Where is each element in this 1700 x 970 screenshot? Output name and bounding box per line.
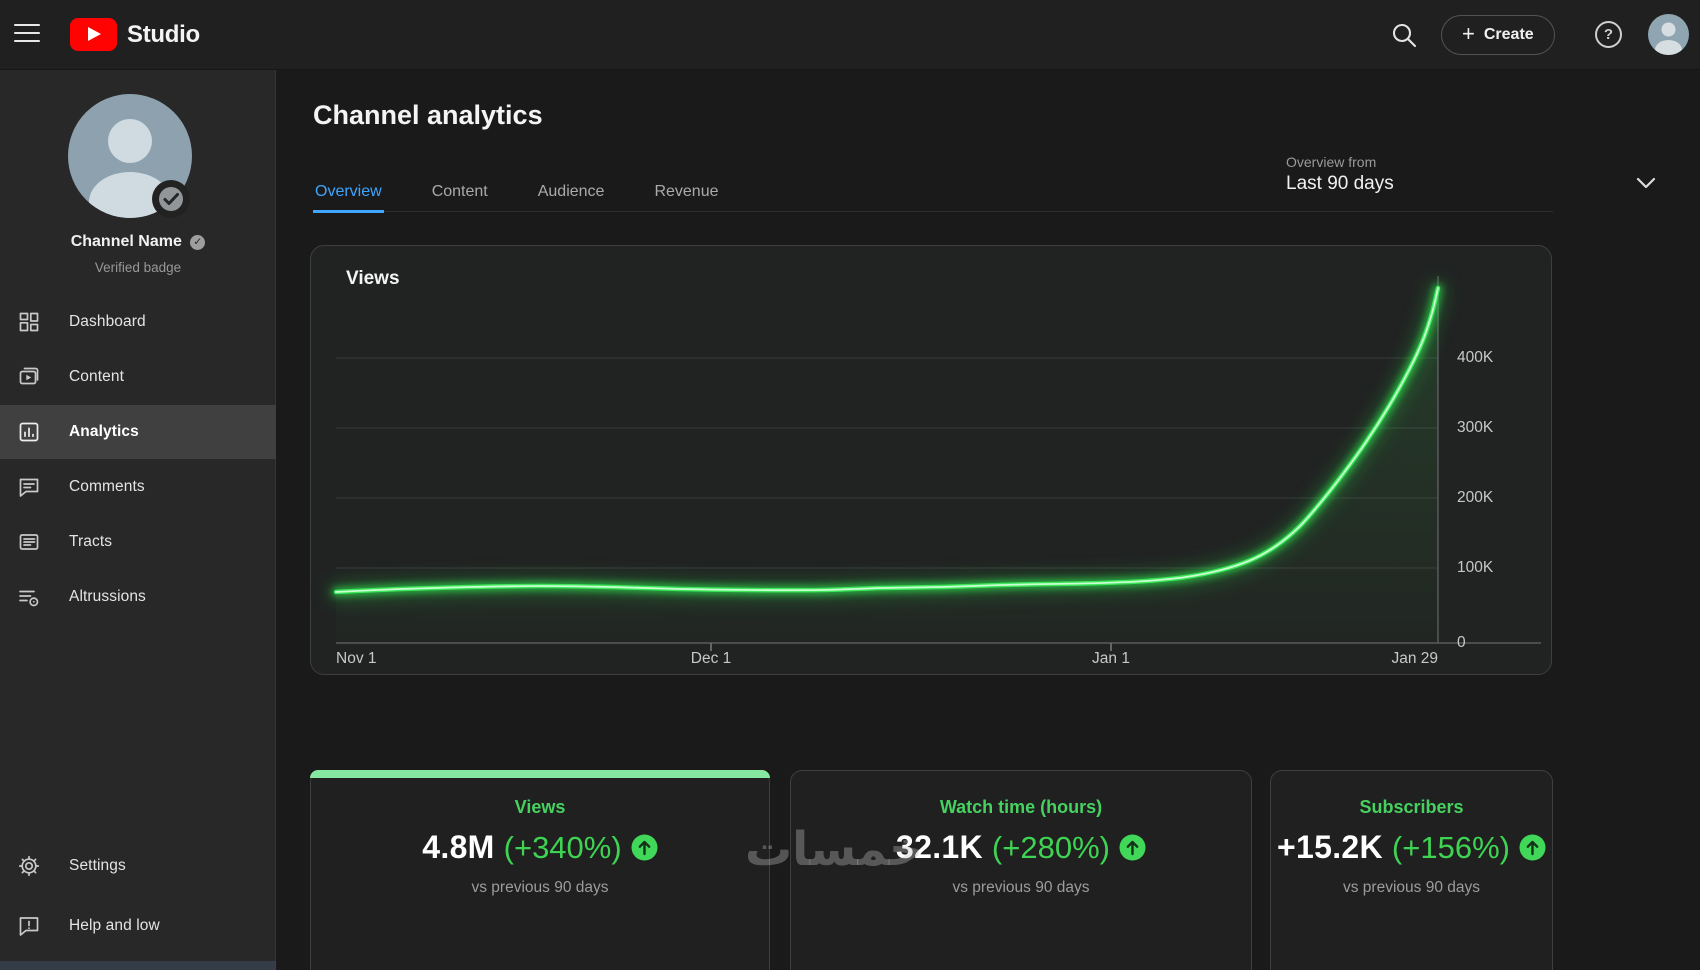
sidebar-item-dashboard[interactable]: Dashboard: [0, 295, 276, 349]
y-tick-200k: 200K: [1457, 489, 1494, 506]
stat-note: vs previous 90 days: [1343, 879, 1480, 896]
stat-delta: (+280%): [991, 829, 1110, 865]
brand-title: Studio: [127, 21, 200, 48]
sidebar-item-altrussions[interactable]: Altrussions: [0, 570, 276, 624]
x-tick-dec1: Dec 1: [690, 650, 732, 667]
sidebar-item-content[interactable]: Content: [0, 350, 276, 404]
feedback-icon: [17, 914, 41, 938]
analytics-tabs: Overview Content Audience Revenue: [313, 172, 1553, 213]
chart-title: Views: [346, 268, 400, 289]
views-line-chart[interactable]: [311, 246, 1553, 676]
stat-note: vs previous 90 days: [952, 879, 1090, 896]
menu-icon[interactable]: [14, 24, 42, 46]
sidebar-item-comments[interactable]: Comments: [0, 460, 276, 514]
tracts-icon: [17, 530, 41, 554]
views-chart-card: Views: [310, 245, 1552, 675]
stat-value: 32.1K: [896, 829, 983, 865]
settings-gear-icon: [17, 854, 41, 878]
create-button[interactable]: + Create: [1441, 15, 1555, 55]
sidebar: Channel Name ✓ Verified badge Dashboard: [0, 70, 276, 970]
x-tick-jan1: Jan 1: [1092, 650, 1130, 667]
stat-delta: (+156%): [1391, 829, 1510, 865]
content-icon: [17, 365, 41, 389]
account-avatar[interactable]: [1648, 14, 1689, 55]
main-content: Channel analytics Overview Content Audie…: [276, 70, 1700, 970]
verified-seal-icon: [152, 180, 190, 218]
stat-card-views[interactable]: Views 4.8M (+340%) vs previous 90 days: [310, 770, 770, 970]
y-tick-100k: 100K: [1457, 559, 1494, 576]
verified-check-icon: ✓: [190, 235, 206, 250]
youtube-logo-icon[interactable]: [70, 18, 117, 51]
tab-audience[interactable]: Audience: [537, 183, 605, 200]
stat-card-highlight-strip: [310, 770, 770, 778]
help-icon[interactable]: ?: [1595, 21, 1622, 48]
stat-value: +15.2K: [1277, 829, 1383, 865]
stat-title: Views: [514, 797, 566, 817]
sidebar-bottom-strip: [0, 961, 276, 970]
arrow-up-circle-icon: [631, 834, 658, 861]
sidebar-item-analytics[interactable]: Analytics: [0, 405, 276, 459]
sidebar-item-help-feedback[interactable]: Help and low: [0, 899, 276, 953]
stat-title: Watch time (hours): [939, 797, 1103, 817]
tab-revenue[interactable]: Revenue: [654, 183, 719, 200]
date-range-selector[interactable]: Overview from Last 90 days: [1286, 154, 1586, 195]
x-tick-nov1: Nov 1: [336, 650, 377, 667]
stat-card-subscribers[interactable]: Subscribers +15.2K (+156%) vs previous 9…: [1270, 770, 1553, 970]
stat-delta: (+340%): [503, 829, 622, 865]
stat-value: 4.8M: [422, 829, 495, 865]
sidebar-item-settings[interactable]: Settings: [0, 839, 276, 893]
top-bar: Studio + Create ?: [0, 0, 1700, 70]
arrow-up-circle-icon: [1519, 834, 1546, 861]
channel-name: Channel Name ✓: [0, 233, 276, 251]
tab-overview[interactable]: Overview: [313, 172, 384, 213]
chevron-down-icon[interactable]: [1632, 173, 1660, 193]
date-range-caption: Overview from: [1286, 154, 1377, 170]
date-range-value: Last 90 days: [1286, 173, 1394, 194]
stat-card-watch-time[interactable]: Watch time (hours) 32.1K (+280%) vs prev…: [790, 770, 1252, 970]
search-icon[interactable]: [1390, 21, 1418, 49]
dashboard-icon: [17, 310, 41, 334]
x-tick-jan29: Jan 29: [1391, 650, 1438, 667]
plus-icon: +: [1462, 21, 1475, 46]
analytics-icon: [17, 420, 41, 444]
verified-badge-label: Verified badge: [94, 260, 182, 275]
sidebar-item-tracts[interactable]: Tracts: [0, 515, 276, 569]
y-tick-300k: 300K: [1457, 419, 1494, 436]
y-tick-0: 0: [1457, 634, 1466, 651]
tab-content[interactable]: Content: [431, 183, 488, 200]
y-tick-400k: 400K: [1457, 349, 1494, 366]
stat-note: vs previous 90 days: [471, 879, 609, 896]
arrow-up-circle-icon: [1119, 834, 1146, 861]
altrussions-icon: [17, 585, 41, 609]
comments-icon: [17, 475, 41, 499]
page-title: Channel analytics: [313, 100, 543, 130]
stat-title: Subscribers: [1359, 797, 1464, 817]
